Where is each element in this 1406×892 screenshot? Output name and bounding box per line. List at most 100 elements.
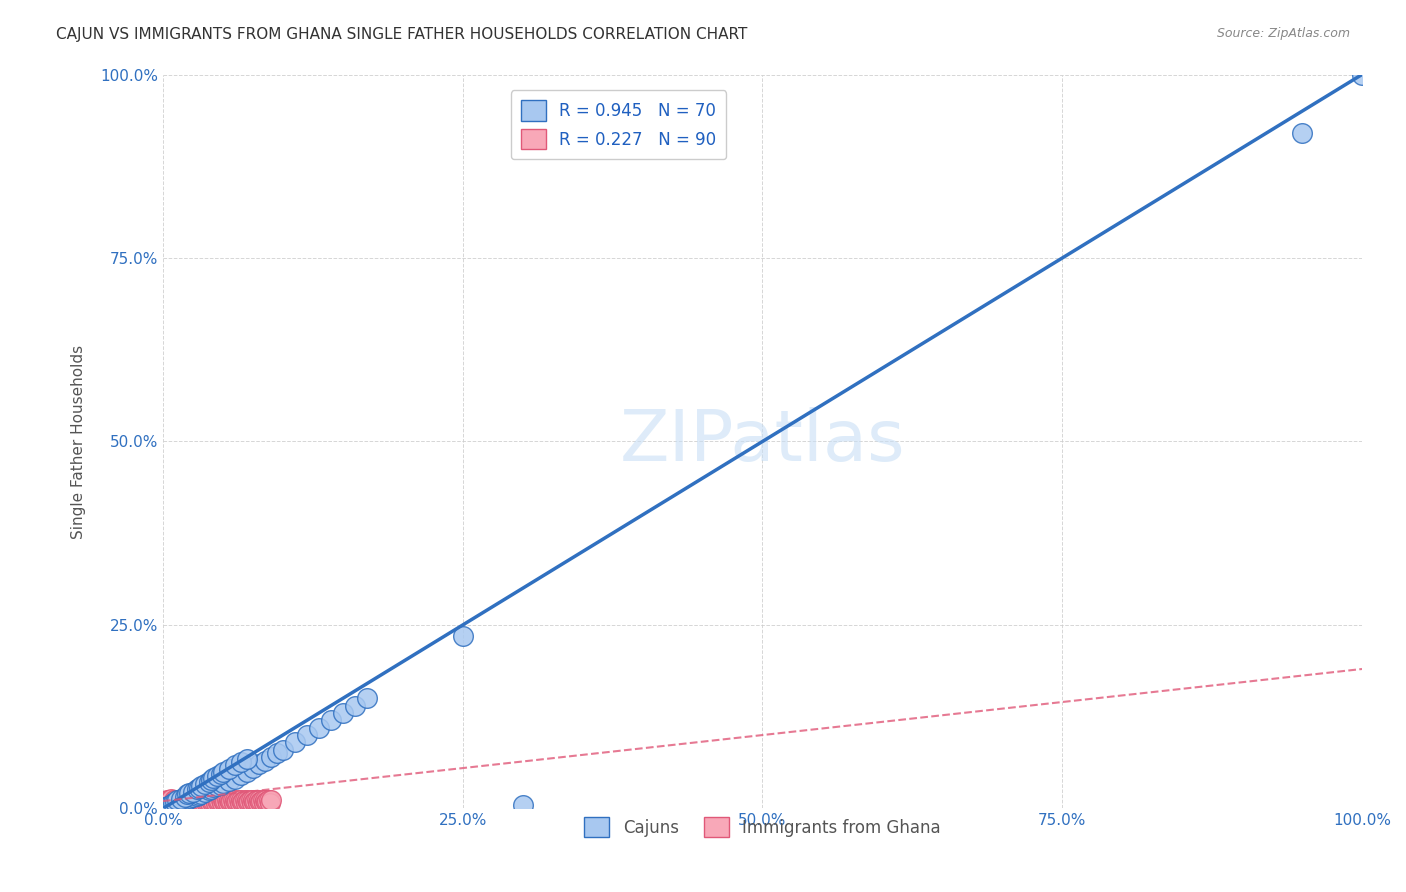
Point <box>186 789 208 803</box>
Point <box>153 801 176 815</box>
Point <box>212 765 235 780</box>
Point <box>198 796 221 810</box>
Point <box>236 751 259 765</box>
Point <box>177 795 200 809</box>
Point <box>231 795 253 809</box>
Point <box>212 792 235 806</box>
Point <box>209 778 232 792</box>
Y-axis label: Single Father Households: Single Father Households <box>72 344 86 539</box>
Point <box>162 797 184 812</box>
Point <box>169 796 191 810</box>
Point <box>184 794 207 808</box>
Point <box>190 794 212 808</box>
Point <box>205 769 228 783</box>
Point <box>245 793 267 807</box>
Point <box>218 762 240 776</box>
Point <box>222 796 245 810</box>
Point <box>167 793 190 807</box>
Point <box>200 792 222 806</box>
Point <box>155 800 177 814</box>
Point <box>209 793 232 807</box>
Point <box>200 772 222 787</box>
Point <box>153 794 176 808</box>
Point <box>253 792 276 806</box>
Point <box>200 781 222 796</box>
Text: ZIPatlas: ZIPatlas <box>620 407 905 476</box>
Point <box>155 796 177 810</box>
Point <box>159 794 181 808</box>
Point <box>155 792 177 806</box>
Point <box>163 793 186 807</box>
Point <box>229 768 252 782</box>
Point <box>512 797 534 812</box>
Point <box>242 792 264 806</box>
Point <box>197 793 219 807</box>
Point <box>155 801 177 815</box>
Point <box>202 772 225 786</box>
Point <box>224 758 246 772</box>
Point <box>236 795 259 809</box>
Point <box>170 792 193 806</box>
Point <box>165 795 187 809</box>
Point <box>194 792 217 806</box>
Point <box>253 796 276 810</box>
Point <box>235 796 257 810</box>
Point <box>173 789 195 804</box>
Point <box>295 728 318 742</box>
Point <box>260 792 283 806</box>
Point <box>166 793 188 807</box>
Point <box>194 777 217 791</box>
Point <box>236 764 259 779</box>
Point <box>229 796 252 810</box>
Point <box>259 796 281 810</box>
Point <box>157 793 180 807</box>
Point <box>186 782 208 797</box>
Point <box>211 796 233 810</box>
Text: Source: ZipAtlas.com: Source: ZipAtlas.com <box>1216 27 1350 40</box>
Point <box>180 793 202 807</box>
Point <box>254 795 277 809</box>
Point <box>181 792 204 806</box>
Point <box>252 793 274 807</box>
Point <box>238 794 260 808</box>
Point <box>208 794 231 808</box>
Point <box>308 721 330 735</box>
Point <box>240 796 263 810</box>
Point <box>202 780 225 794</box>
Point <box>319 714 342 728</box>
Point <box>260 750 283 764</box>
Point <box>239 793 262 807</box>
Point <box>202 794 225 808</box>
Point <box>236 792 259 806</box>
Point <box>247 757 270 772</box>
Point <box>179 786 201 800</box>
Point <box>156 795 179 809</box>
Point <box>179 791 201 805</box>
Point <box>170 792 193 806</box>
Point <box>224 772 246 786</box>
Point <box>172 794 194 808</box>
Point <box>249 795 271 809</box>
Point <box>166 794 188 808</box>
Point <box>183 795 205 809</box>
Point <box>266 747 288 761</box>
Legend: Cajuns, Immigrants from Ghana: Cajuns, Immigrants from Ghana <box>578 811 948 844</box>
Point <box>162 796 184 810</box>
Point <box>256 794 278 808</box>
Point <box>233 793 256 807</box>
Point <box>190 787 212 801</box>
Point <box>160 799 183 814</box>
Point <box>195 795 218 809</box>
Point <box>187 796 209 810</box>
Point <box>191 793 214 807</box>
Point <box>257 793 280 807</box>
Point <box>163 795 186 809</box>
Point <box>204 796 226 810</box>
Point <box>174 796 197 810</box>
Point <box>218 773 240 788</box>
Point <box>242 761 264 775</box>
Point <box>212 776 235 790</box>
Point <box>253 754 276 768</box>
Point <box>170 796 193 810</box>
Point <box>451 629 474 643</box>
